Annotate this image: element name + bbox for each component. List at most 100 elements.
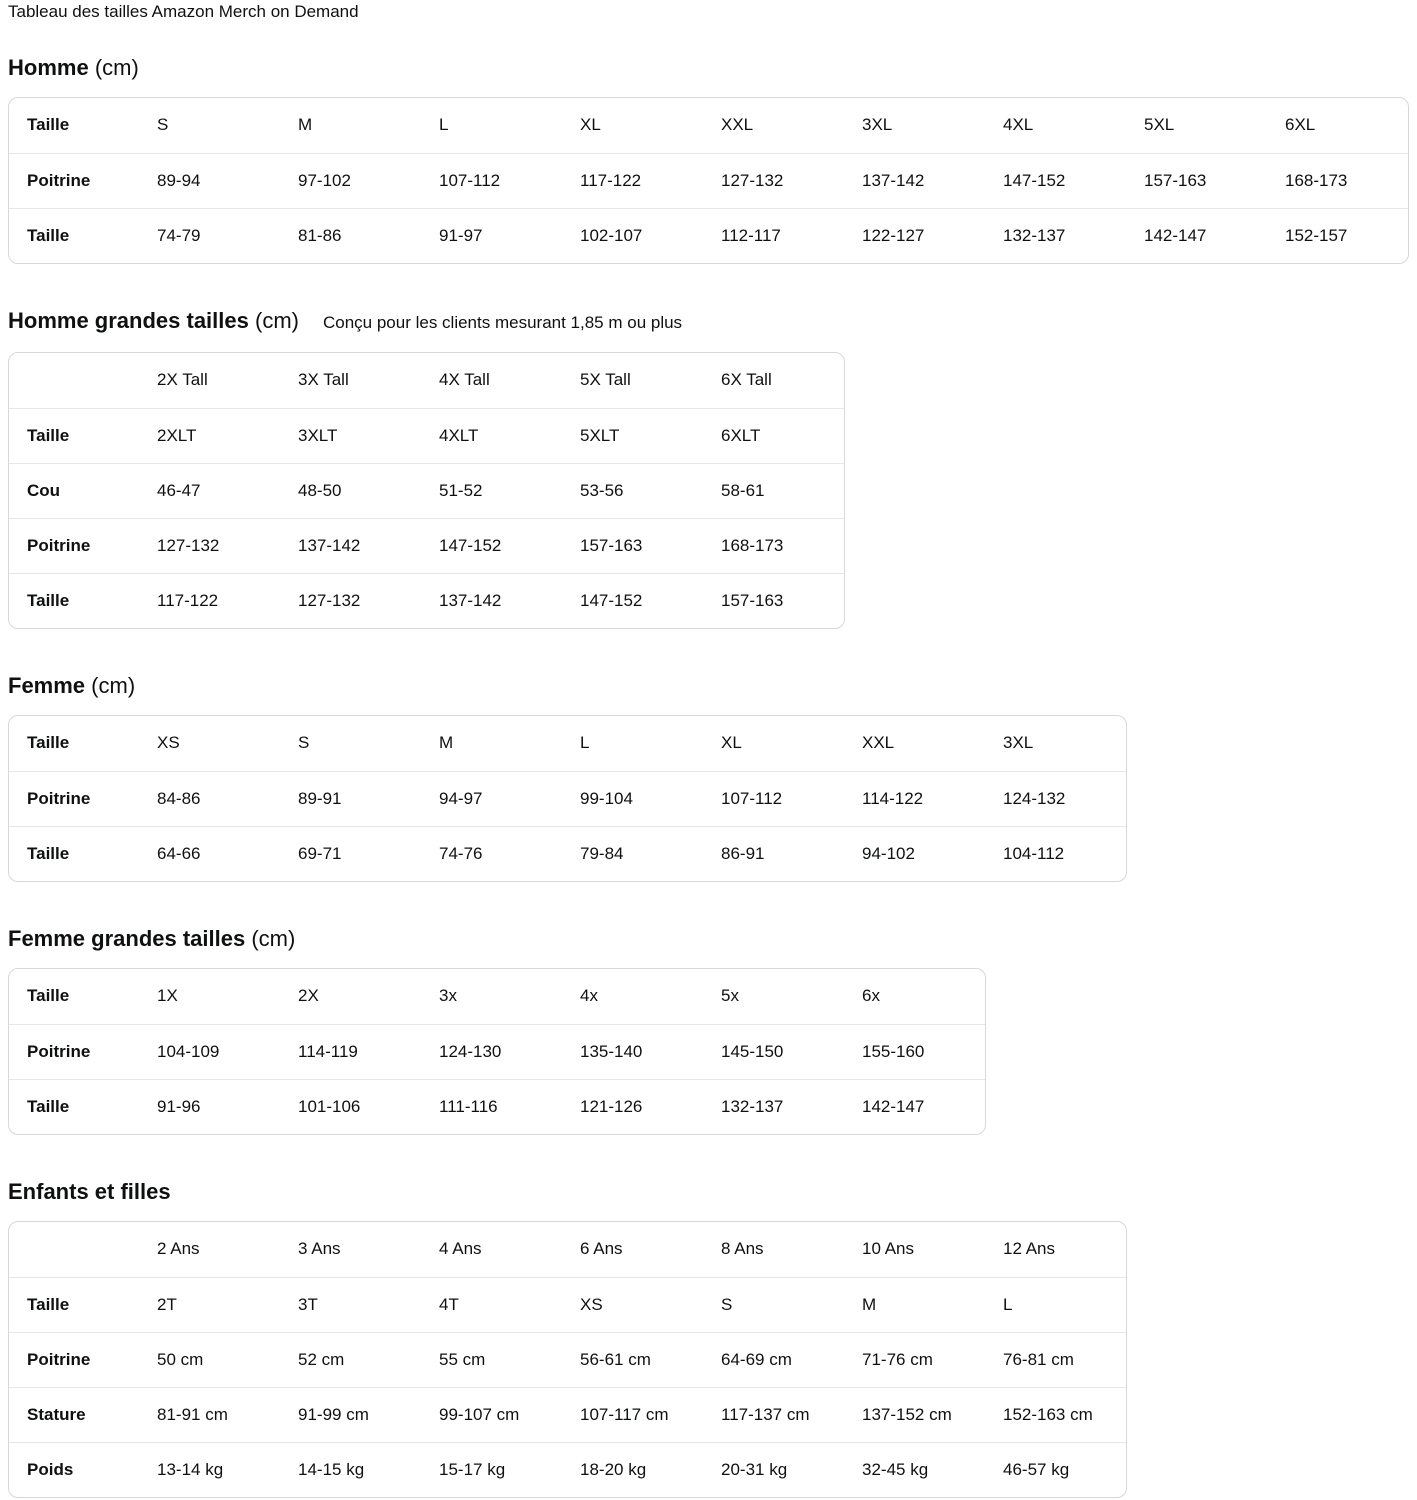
measurement-value-cell: 2XLT (139, 407, 280, 463)
size-column-header-cell: 3XL (1003, 733, 1034, 753)
measurement-value-cell: 53-56 (562, 462, 703, 518)
row-label-cell: Poitrine (9, 1331, 139, 1387)
size-table: 2X Tall 3X Tall 4X Tall 5X Tall 6X Tall Tail… (9, 353, 844, 628)
measurement-value-cell: 114-122 (844, 770, 985, 826)
measurement-value-cell: 117-122 (139, 572, 280, 628)
size-column-header-cell: 3X Tall (298, 370, 349, 390)
size-section: Enfants et filles 2 Ans 3 Ans 4 Ans 6 Ans 8 … (8, 1179, 1409, 1498)
size-column-header-cell: M (439, 733, 454, 753)
measurement-value-cell: 20-31 kg (703, 1441, 844, 1497)
measurement-row: Taille 74-79 81-86 91-97 102-107 112-117 122-1… (9, 207, 1408, 263)
header-row: Taille 1X 2X 3x 4x 5x 6x (9, 969, 985, 1024)
measurement-value-cell: XS (562, 1276, 703, 1332)
measurement-value-cell: 102-107 (562, 207, 703, 263)
measurement-value-cell: 152-163 cm (985, 1386, 1126, 1442)
size-column-header-cell: 10 Ans (862, 1239, 914, 1259)
measurement-value-cell: 74-79 (139, 207, 280, 263)
measurement-value-cell: 168-173 (1267, 152, 1408, 208)
measurement-value-cell: 114-119 (280, 1023, 421, 1079)
measurement-row: Poitrine 104-109 114-119 124-130 135-140 145-… (9, 1023, 985, 1079)
measurement-row: Cou 46-47 48-50 51-52 53-56 58-61 (9, 462, 844, 518)
measurement-value-cell: 58-61 (703, 462, 844, 518)
size-column-header-cell: L (439, 115, 449, 135)
measurement-value-cell: 55 cm (421, 1331, 562, 1387)
measurement-value-cell: 168-173 (703, 517, 844, 573)
measurement-value-cell: 18-20 kg (562, 1441, 703, 1497)
row-label-cell: Poitrine (9, 1023, 139, 1079)
measurement-value-cell: 97-102 (280, 152, 421, 208)
measurement-value-cell: 142-147 (844, 1078, 985, 1134)
measurement-value-cell: 122-127 (844, 207, 985, 263)
measurement-value-cell: 52 cm (280, 1331, 421, 1387)
measurement-value-cell: 111-116 (421, 1078, 562, 1134)
measurement-value-cell: 4T (421, 1276, 562, 1332)
size-section: Femme grandes tailles (cm) Taille 1X 2X 3x 4… (8, 926, 1409, 1135)
measurement-value-cell: 137-152 cm (844, 1386, 985, 1442)
row-label-cell: Poitrine (9, 770, 139, 826)
section-title-unit-suffix: (cm) (94, 55, 139, 80)
measurement-value-cell: 104-109 (139, 1023, 280, 1079)
measurement-value-cell: 137-142 (844, 152, 985, 208)
section-title-unit-suffix: (cm) (91, 673, 136, 698)
section-heading: Homme grandes tailles (cm) Conçu pour les… (8, 308, 1409, 336)
measurement-value-cell: 6XLT (703, 407, 844, 463)
header-row: Taille XS S M L XL XXL 3XL (9, 716, 1126, 771)
row-label-cell: Taille (9, 572, 139, 628)
section-title: Homme (8, 55, 89, 80)
corner-header-cell (9, 353, 139, 408)
measurement-value-cell: 104-112 (985, 825, 1126, 881)
measurement-value-cell: 5XLT (562, 407, 703, 463)
measurement-value-cell: 76-81 cm (985, 1331, 1126, 1387)
measurement-value-cell: 145-150 (703, 1023, 844, 1079)
measurement-value-cell: 127-132 (280, 572, 421, 628)
row-label-cell: Taille (9, 1276, 139, 1332)
measurement-value-cell: 2T (139, 1276, 280, 1332)
row-label-cell: Poids (9, 1441, 139, 1497)
measurement-row: Stature 81-91 cm 91-99 cm 99-107 cm 107-117 … (9, 1386, 1126, 1442)
measurement-value-cell: 46-57 kg (985, 1441, 1126, 1497)
measurement-value-cell: 117-137 cm (703, 1386, 844, 1442)
measurement-row: Poitrine 84-86 89-91 94-97 99-104 107-112 114-… (9, 770, 1126, 826)
measurement-value-cell: 99-104 (562, 770, 703, 826)
size-column-header-cell: XXL (862, 733, 895, 753)
measurement-value-cell: 15-17 kg (421, 1441, 562, 1497)
header-row: 2X Tall 3X Tall 4X Tall 5X Tall 6X Tall (9, 353, 844, 408)
measurement-value-cell: 135-140 (562, 1023, 703, 1079)
row-label-cell: Stature (9, 1386, 139, 1442)
measurement-value-cell: 147-152 (562, 572, 703, 628)
size-column-header-cell: XL (721, 733, 742, 753)
sections-container: Homme (cm) Taille S M L XL XXL 3XL 4XL 5XL 6XL Po… (8, 55, 1409, 1498)
row-label-cell: Poitrine (9, 152, 139, 208)
measurement-value-cell: 142-147 (1126, 207, 1267, 263)
measurement-value-cell: M (844, 1276, 985, 1332)
size-column-header-cell: M (298, 115, 313, 135)
size-table-card: Taille S M L XL XXL 3XL 4XL 5XL 6XL Poitrine 89-94… (8, 97, 1409, 264)
section-title: Homme grandes tailles (8, 308, 249, 333)
section-title: Femme grandes tailles (8, 926, 246, 951)
row-label-cell: Taille (9, 207, 139, 263)
measurement-value-cell: 132-137 (703, 1078, 844, 1134)
size-column-header-cell: XS (157, 733, 180, 753)
size-column-header-cell: 8 Ans (721, 1239, 764, 1259)
measurement-value-cell: 107-112 (703, 770, 844, 826)
measurement-value-cell: 64-69 cm (703, 1331, 844, 1387)
size-column-header-cell: S (157, 115, 169, 135)
size-column-header-cell: 2X (298, 986, 319, 1006)
corner-header-cell (9, 1222, 139, 1277)
measurement-value-cell: 46-47 (139, 462, 280, 518)
size-column-header-cell: 3 Ans (298, 1239, 341, 1259)
size-section: Femme (cm) Taille XS S M L XL XXL 3XL Poitrine 8… (8, 673, 1409, 882)
row-label-cell: Cou (9, 462, 139, 518)
corner-header-cell: Taille (27, 986, 70, 1006)
measurement-row: Taille 64-66 69-71 74-76 79-84 86-91 94-102 104… (9, 825, 1126, 881)
measurement-value-cell: 3XLT (280, 407, 421, 463)
measurement-value-cell: 157-163 (703, 572, 844, 628)
measurement-value-cell: 89-94 (139, 152, 280, 208)
size-column-header-cell: 3XL (862, 115, 893, 135)
measurement-value-cell: 107-117 cm (562, 1386, 703, 1442)
size-table-card: Taille XS S M L XL XXL 3XL Poitrine 84-86 89-91 94… (8, 715, 1127, 882)
measurement-value-cell: 81-86 (280, 207, 421, 263)
measurement-value-cell: 84-86 (139, 770, 280, 826)
measurement-row: Taille 117-122 127-132 137-142 147-152 157-16… (9, 572, 844, 628)
